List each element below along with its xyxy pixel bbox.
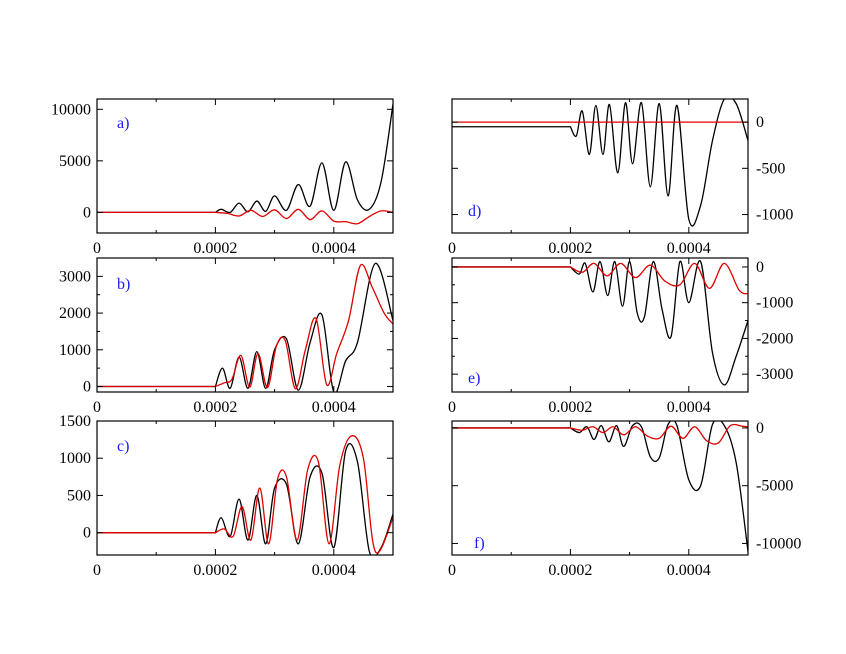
panel-f-frame <box>451 420 749 556</box>
panel-f-y-tick-label: -10000 <box>756 535 801 552</box>
panel-f-x-tick-label: 0 <box>448 562 456 579</box>
panel-d-x-tick-label: 0.0002 <box>548 240 592 257</box>
panel-b-series-black <box>97 262 393 392</box>
panel-c-label: c) <box>117 438 129 455</box>
panel-c-series-red <box>97 435 393 554</box>
panel-c: 0 0.0002 0.0004 0 500 1000 1500 c) <box>59 413 394 579</box>
panel-f-series-black <box>452 421 748 552</box>
panel-e-series-black <box>452 260 748 386</box>
panel-b-x-tick-label: 0.0004 <box>312 399 356 416</box>
panel-b: 0 0.0002 0.0004 0 1000 2000 3000 b) <box>59 257 394 416</box>
panel-e-y-tick-label: 0 <box>756 259 764 276</box>
panel-b-y-tick-label: 0 <box>83 378 91 395</box>
panel-a-y-tick-label: 10000 <box>51 101 91 118</box>
panel-c-y-tick-label: 0 <box>83 525 91 542</box>
panel-b-x-tick-label: 0 <box>93 399 101 416</box>
panel-d-y-tick-label: 0 <box>756 114 764 131</box>
panel-e-x-tick-label: 0.0004 <box>667 399 711 416</box>
panel-b-series-red <box>97 263 393 390</box>
panel-c-x-tick-label: 0 <box>93 562 101 579</box>
panel-c-y-tick-label: 1500 <box>59 413 91 430</box>
panel-b-label: b) <box>117 276 130 293</box>
panel-c-x-tick-label: 0.0004 <box>312 562 356 579</box>
panel-f-x-tick-label: 0.0004 <box>667 562 711 579</box>
panel-f-series-red <box>452 423 748 445</box>
panel-c-x-tick-label: 0.0002 <box>193 562 237 579</box>
panel-c-y-tick-label: 500 <box>67 487 91 504</box>
panel-f-label: f) <box>474 535 485 552</box>
panel-a-y-tick-label: 5000 <box>59 153 91 170</box>
panel-f-x-tick-label: 0.0002 <box>548 562 592 579</box>
panel-a-x-tick-label: 0.0004 <box>312 240 356 257</box>
panel-a: 0 0.0002 0.0004 0 5000 10000 a) <box>51 98 394 257</box>
panel-a-x-tick-label: 0 <box>93 240 101 257</box>
panel-b-y-tick-label: 3000 <box>59 268 91 285</box>
panel-e-frame <box>451 257 749 393</box>
panel-e-x-tick-label: 0 <box>448 399 456 416</box>
panel-c-y-tick-label: 1000 <box>59 450 91 467</box>
panel-e-y-tick-label: -1000 <box>756 295 793 312</box>
panel-d-x-tick-label: 0 <box>448 240 456 257</box>
panel-c-series-black <box>97 442 393 555</box>
panel-f-y-tick-label: -5000 <box>756 478 793 495</box>
panel-a-y-tick-label: 0 <box>83 204 91 221</box>
panel-a-frame <box>96 98 394 234</box>
panel-d-x-tick-label: 0.0004 <box>667 240 711 257</box>
panel-d-series-black <box>452 99 748 227</box>
panel-e-series-red <box>452 262 748 295</box>
panel-d-y-tick-label: -1000 <box>756 207 793 224</box>
panel-c-frame <box>96 420 394 556</box>
panel-d: 0 0.0002 0.0004 0 -500 -1000 d) <box>448 98 793 257</box>
panel-b-frame <box>96 257 394 393</box>
panel-b-x-tick-label: 0.0002 <box>193 399 237 416</box>
panel-b-y-tick-label: 1000 <box>59 342 91 359</box>
panel-a-x-tick-label: 0.0002 <box>193 240 237 257</box>
panel-b-y-tick-label: 2000 <box>59 305 91 322</box>
panel-f-y-tick-label: 0 <box>756 420 764 437</box>
panel-f: 0 0.0002 0.0004 0 -5000 -10000 f) <box>448 420 801 579</box>
panel-e-x-tick-label: 0.0002 <box>548 399 592 416</box>
panel-e-y-tick-label: -3000 <box>756 366 793 383</box>
panel-d-label: d) <box>468 203 481 220</box>
panel-e: 0 0.0002 0.0004 0 -1000 -2000 -3000 e) <box>448 257 793 416</box>
panel-d-frame <box>451 98 749 234</box>
panel-a-label: a) <box>117 115 129 132</box>
panel-a-series-red <box>97 208 393 225</box>
panel-e-label: e) <box>468 370 480 387</box>
panel-e-y-tick-label: -2000 <box>756 330 793 347</box>
panel-a-series-black <box>97 104 393 214</box>
panel-d-y-tick-label: -500 <box>756 160 785 177</box>
